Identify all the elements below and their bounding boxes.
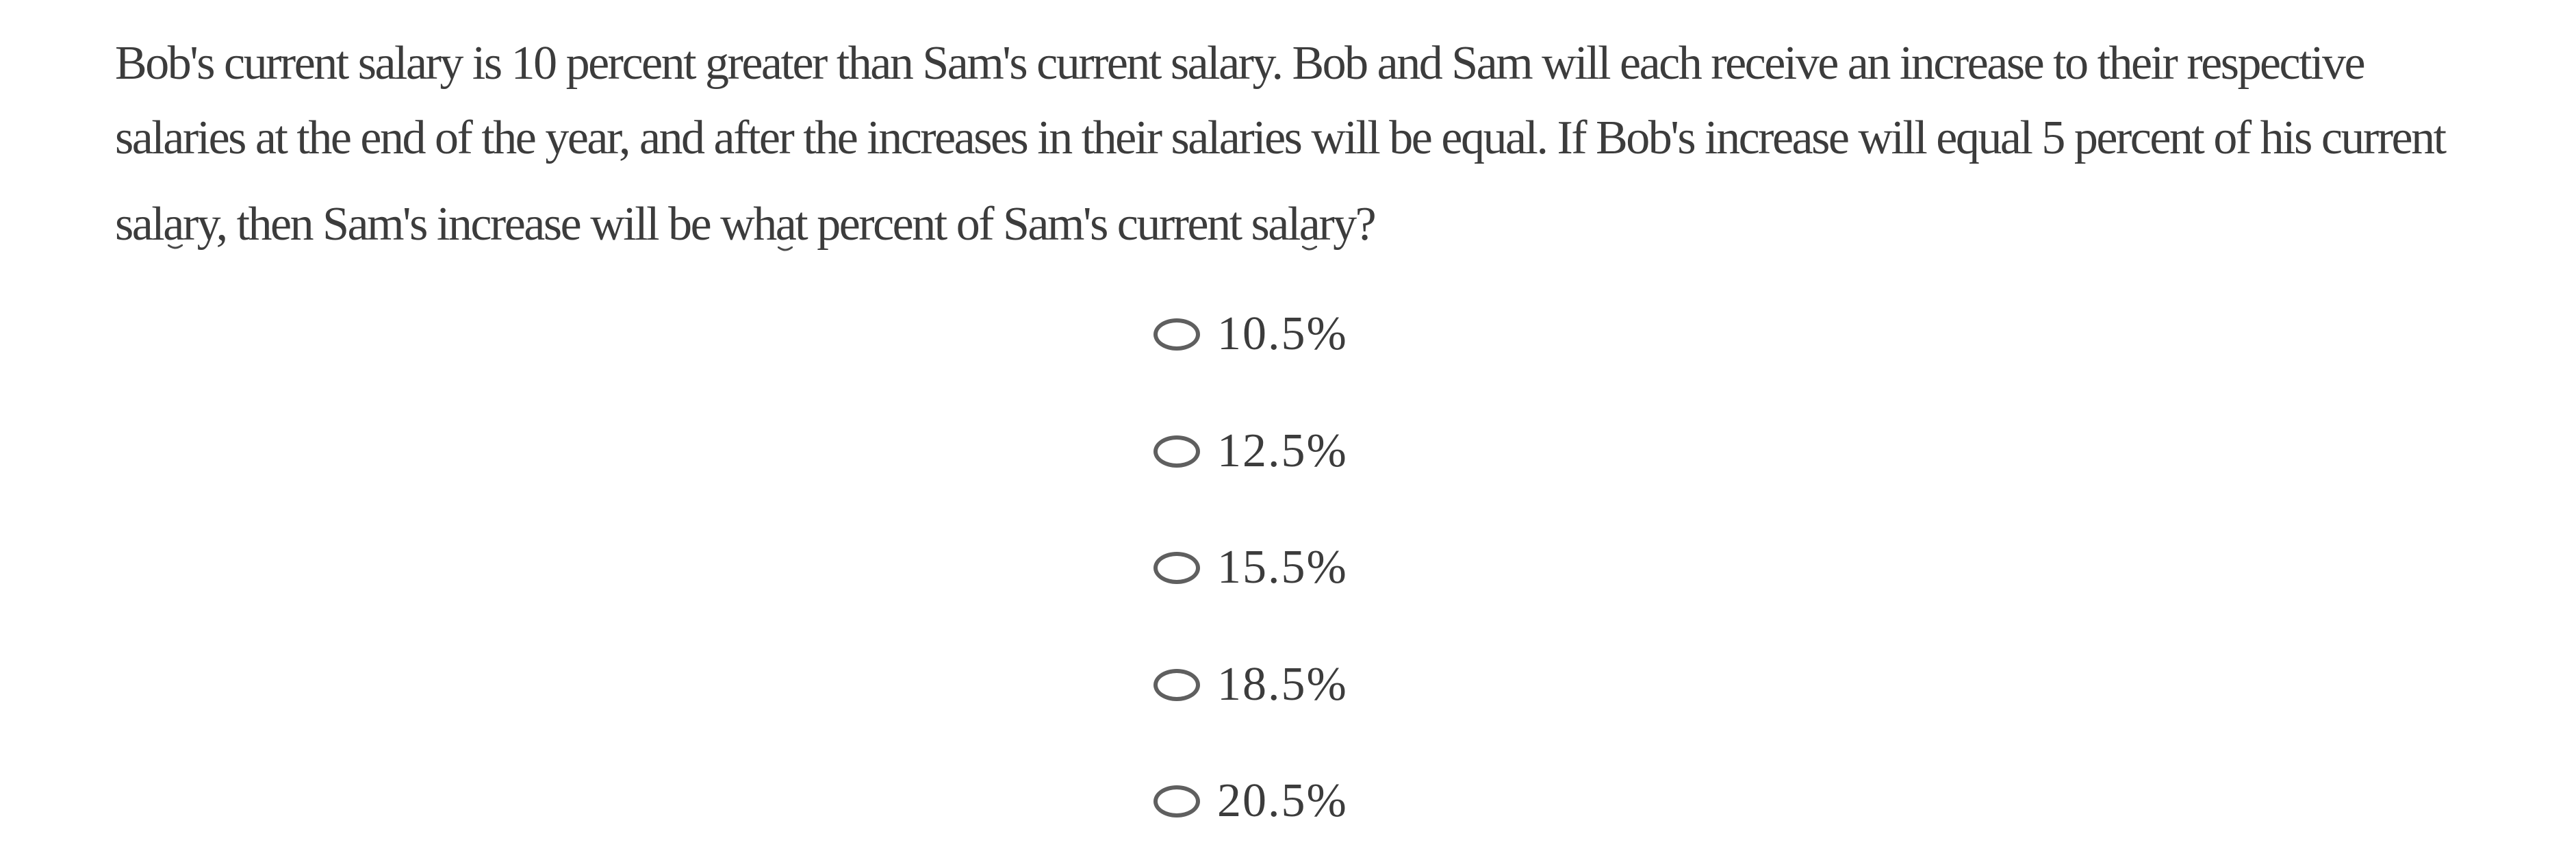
- spellcheck-mark: [778, 246, 793, 251]
- radio-option-3[interactable]: [1153, 551, 1200, 584]
- option-label-4[interactable]: 18.5%: [1217, 658, 1348, 711]
- spellcheck-mark: [1302, 246, 1317, 251]
- spellcheck-mark: [168, 244, 183, 249]
- radio-option-5[interactable]: [1153, 785, 1200, 817]
- answer-option-2[interactable]: 12.5%: [1153, 424, 1348, 477]
- option-label-1[interactable]: 10.5%: [1217, 307, 1348, 360]
- question-line-3: salary, then Sam's increase will be what…: [115, 198, 1377, 251]
- radio-option-4[interactable]: [1153, 668, 1200, 701]
- answer-option-4[interactable]: 18.5%: [1153, 658, 1348, 711]
- radio-option-1[interactable]: [1153, 318, 1200, 351]
- option-label-3[interactable]: 15.5%: [1217, 541, 1348, 594]
- option-label-2[interactable]: 12.5%: [1217, 424, 1348, 477]
- question-line-2: salaries at the end of the year, and aft…: [115, 112, 2447, 164]
- radio-option-2[interactable]: [1153, 435, 1200, 468]
- answer-option-3[interactable]: 15.5%: [1153, 541, 1348, 594]
- option-label-5[interactable]: 20.5%: [1217, 774, 1348, 827]
- question-line-1: Bob's current salary is 10 percent great…: [115, 37, 2366, 90]
- answer-option-1[interactable]: 10.5%: [1153, 307, 1348, 360]
- answer-option-5[interactable]: 20.5%: [1153, 774, 1348, 827]
